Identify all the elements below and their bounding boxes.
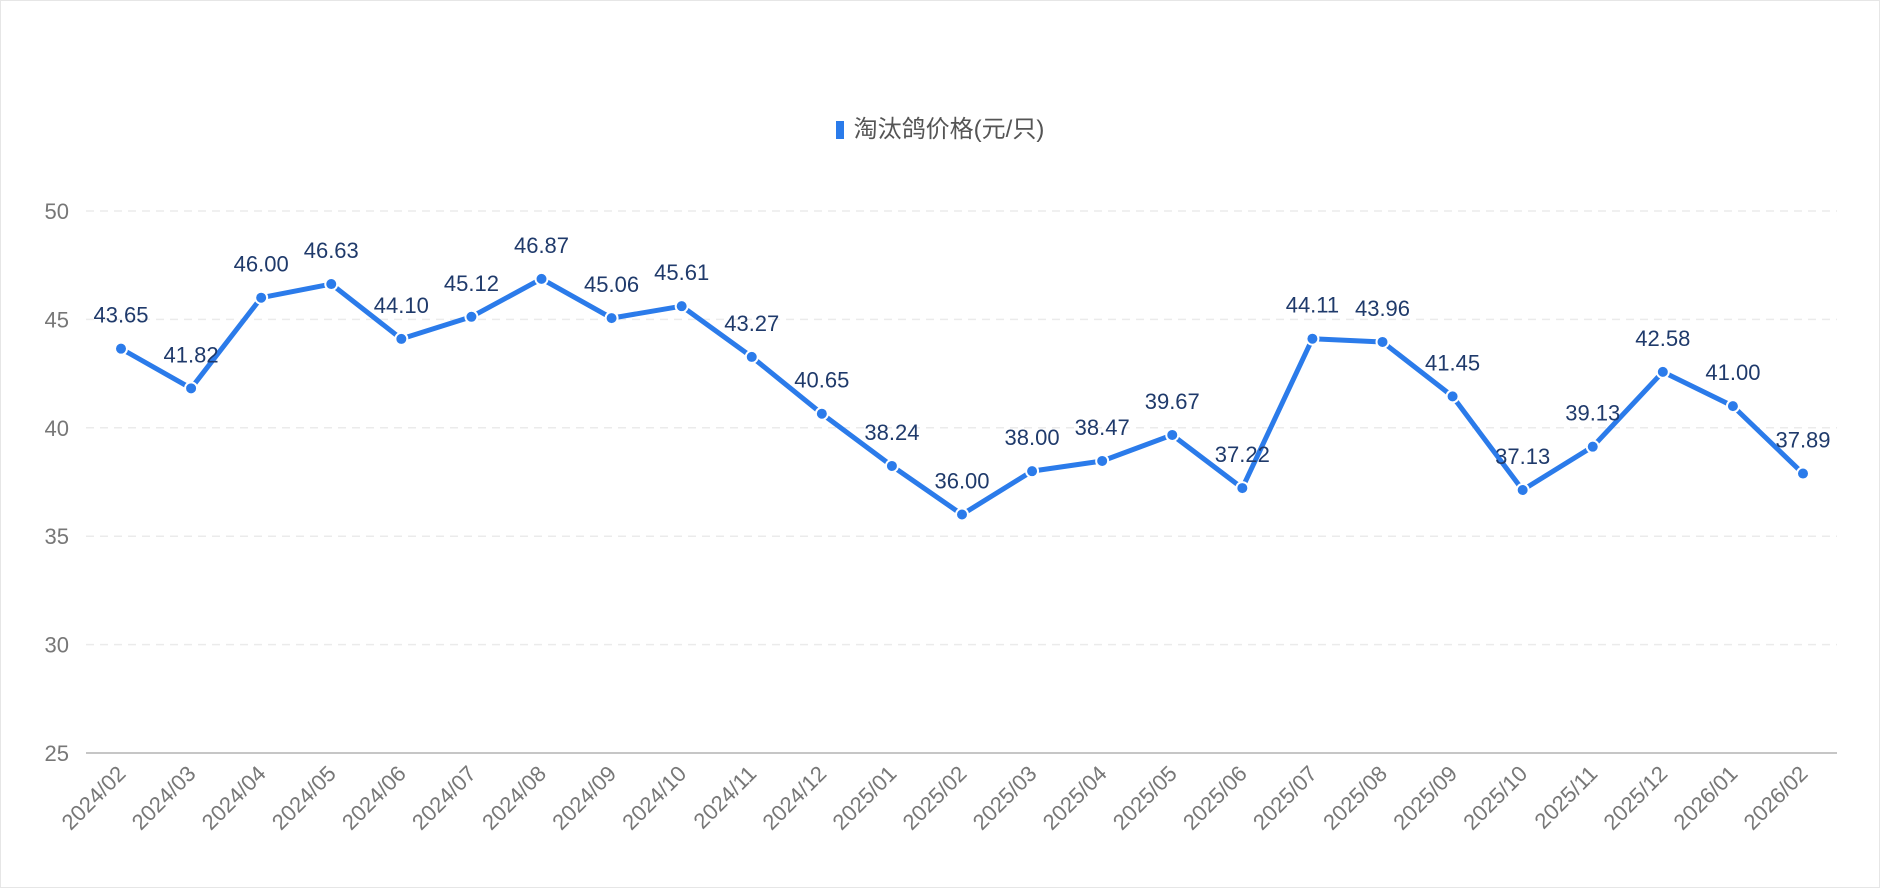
data-point xyxy=(814,406,829,421)
legend[interactable]: 淘汰鸽价格(元/只) xyxy=(1,109,1879,144)
y-tick-label: 35 xyxy=(45,524,69,549)
data-point xyxy=(534,271,549,286)
y-tick-label: 50 xyxy=(45,199,69,224)
x-tick-label: 2024/11 xyxy=(689,761,762,834)
y-tick-label: 45 xyxy=(45,307,69,332)
data-point xyxy=(1796,466,1810,481)
data-label: 38.47 xyxy=(1075,415,1130,440)
data-point xyxy=(884,458,899,473)
x-tick-label: 2025/12 xyxy=(1598,761,1672,835)
data-point xyxy=(1655,364,1670,379)
data-label: 37.22 xyxy=(1215,442,1270,467)
data-point xyxy=(394,331,409,346)
data-label: 46.63 xyxy=(304,238,359,263)
data-label: 43.27 xyxy=(724,311,779,336)
data-point xyxy=(254,290,269,305)
data-point xyxy=(184,381,199,396)
x-tick-label: 2026/02 xyxy=(1739,761,1813,835)
x-tick-label: 2024/08 xyxy=(477,761,551,835)
data-label: 41.00 xyxy=(1705,360,1760,385)
data-label: 37.13 xyxy=(1495,444,1550,469)
data-label: 43.96 xyxy=(1355,296,1410,321)
legend-swatch xyxy=(835,121,844,139)
data-label: 42.58 xyxy=(1635,326,1690,351)
x-tick-label: 2024/10 xyxy=(617,761,691,835)
data-label: 44.11 xyxy=(1286,293,1339,318)
x-tick-label: 2025/02 xyxy=(898,761,972,835)
data-label: 45.61 xyxy=(654,260,709,285)
x-tick-label: 2025/10 xyxy=(1458,761,1532,835)
data-label: 45.06 xyxy=(584,272,639,297)
data-label: 43.65 xyxy=(93,303,148,328)
data-point xyxy=(955,507,969,522)
data-label: 41.45 xyxy=(1425,350,1480,375)
data-label: 44.10 xyxy=(374,293,429,318)
data-point xyxy=(1305,331,1320,346)
data-point xyxy=(324,277,339,292)
x-tick-label: 2024/12 xyxy=(757,761,831,835)
data-point xyxy=(1165,427,1180,442)
data-label: 38.24 xyxy=(864,420,919,445)
data-point xyxy=(1095,453,1110,468)
x-tick-label: 2025/04 xyxy=(1038,761,1112,835)
data-point xyxy=(1515,483,1530,498)
data-label: 39.67 xyxy=(1145,389,1200,414)
data-label: 41.82 xyxy=(164,342,219,367)
data-point xyxy=(1235,481,1250,496)
data-point xyxy=(1375,334,1390,349)
x-tick-label: 2024/06 xyxy=(337,761,411,835)
data-point xyxy=(744,349,759,364)
data-label: 36.00 xyxy=(934,469,989,494)
data-point xyxy=(674,299,689,314)
legend-label: 淘汰鸽价格(元/只) xyxy=(853,116,1045,143)
y-tick-label: 40 xyxy=(45,416,69,441)
x-tick-label: 2024/04 xyxy=(197,761,271,835)
data-label: 46.87 xyxy=(514,233,569,258)
data-point xyxy=(1025,464,1040,479)
data-point xyxy=(1445,389,1460,404)
data-label: 37.89 xyxy=(1775,428,1830,453)
x-tick-label: 2025/06 xyxy=(1178,761,1252,835)
data-point xyxy=(1725,399,1740,414)
data-label: 39.13 xyxy=(1565,401,1620,426)
data-label: 40.65 xyxy=(794,368,849,393)
data-label: 46.00 xyxy=(234,252,289,277)
y-tick-label: 30 xyxy=(45,633,69,658)
data-point xyxy=(604,311,619,326)
x-tick-label: 2025/03 xyxy=(968,761,1042,835)
x-tick-label: 2025/09 xyxy=(1388,761,1462,835)
data-label: 45.12 xyxy=(444,271,499,296)
x-tick-label: 2024/07 xyxy=(407,761,481,835)
x-tick-label: 2025/01 xyxy=(828,761,902,835)
x-tick-label: 2025/11 xyxy=(1530,761,1603,834)
x-tick-label: 2024/02 xyxy=(57,761,131,835)
data-point xyxy=(464,309,479,324)
x-tick-label: 2024/03 xyxy=(127,761,201,835)
x-tick-label: 2026/01 xyxy=(1669,761,1743,835)
x-tick-label: 2024/09 xyxy=(547,761,621,835)
y-tick-label: 25 xyxy=(45,741,69,766)
x-tick-label: 2025/08 xyxy=(1318,761,1392,835)
x-tick-label: 2025/05 xyxy=(1108,761,1182,835)
data-point xyxy=(114,341,128,356)
data-point xyxy=(1585,439,1600,454)
x-tick-label: 2025/07 xyxy=(1248,761,1322,835)
x-tick-label: 2024/05 xyxy=(267,761,341,835)
data-label: 38.00 xyxy=(1005,425,1060,450)
